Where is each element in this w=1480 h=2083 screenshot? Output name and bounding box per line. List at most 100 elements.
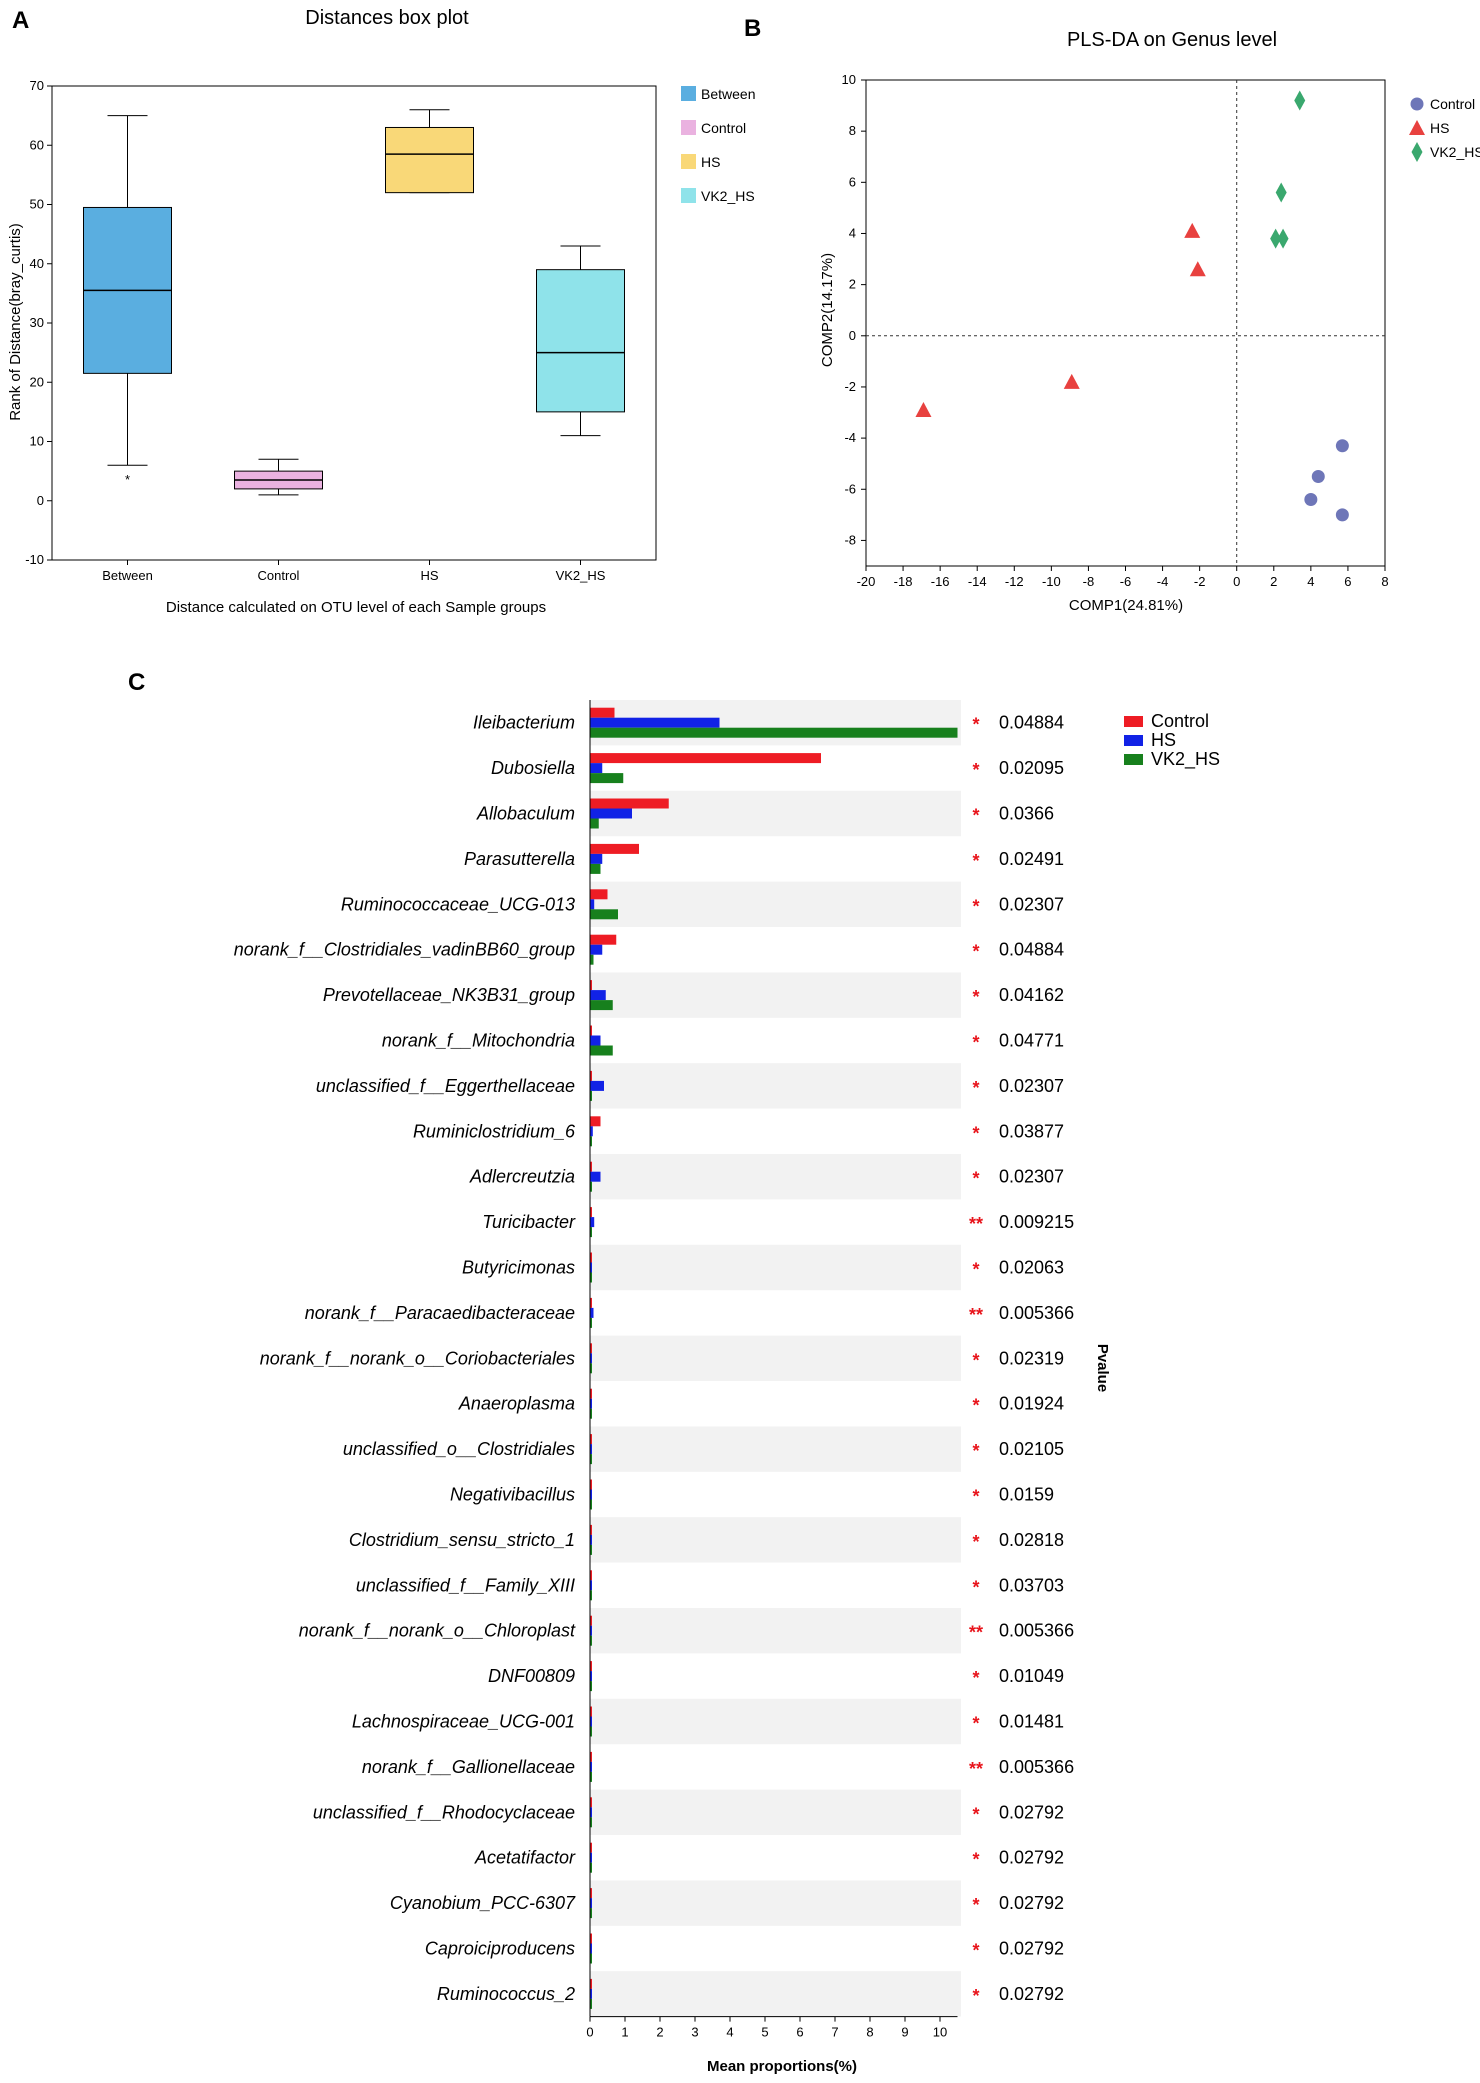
point-Control (1335, 508, 1349, 522)
p-value: 0.02307 (999, 894, 1064, 914)
row-background (590, 1698, 961, 1745)
legend-label-HS: HS (701, 154, 720, 170)
legend-marker-HS (1409, 120, 1425, 135)
x-tick-label: 2 (656, 2025, 663, 2040)
significance-stars: * (972, 1441, 979, 1461)
bar-VK2_HS (590, 1590, 592, 1601)
bar-VK2_HS (590, 1045, 613, 1056)
plsda-axes: -20 -18 -16 -14 -12 -10 -8 -6 -4 -2 0 2 4 6 8-8-6-4-20… (842, 72, 1389, 589)
y-tick-label: -6 (844, 481, 856, 496)
legend-label-VK2_HS: VK2_HS (1430, 144, 1480, 160)
bar-Control (590, 1161, 592, 1172)
row-background (590, 1426, 961, 1472)
bar-VK2_HS (590, 863, 601, 874)
x-tick-label: -10 (1042, 574, 1061, 589)
genus-label: Ruminiclostridium_6 (413, 1121, 576, 1141)
p-value: 0.04162 (999, 985, 1064, 1005)
bar-VK2_HS (590, 1000, 613, 1011)
bar-HS (590, 1489, 592, 1500)
genus-label: norank_f__Gallionellaceae (362, 1757, 575, 1777)
p-value: 0.02095 (999, 758, 1064, 778)
legend-marker-VK2_HS (1411, 142, 1423, 162)
row-background (590, 1789, 961, 1835)
bar-HS (590, 1307, 594, 1318)
significance-stars: * (972, 1577, 979, 1597)
p-value: 0.02063 (999, 1258, 1064, 1278)
genus-label: Prevotellaceae_NK3B31_group (323, 985, 575, 1005)
x-tick-label: 2 (1270, 574, 1277, 589)
bar-Control (590, 1797, 592, 1808)
box-outlier: * (125, 472, 130, 487)
significance-stars: * (972, 1350, 979, 1370)
point-HS (915, 401, 932, 417)
significance-stars: * (972, 1396, 979, 1416)
legend-swatch-Between (681, 86, 696, 101)
bar-Control (590, 1025, 592, 1036)
point-HS (1184, 222, 1201, 238)
bar-VK2_HS (590, 1544, 592, 1555)
genus-label: Ruminococcaceae_UCG-013 (341, 894, 575, 914)
bar-Control (590, 753, 821, 764)
bar-VK2_HS (590, 1726, 592, 1737)
x-tick-label: 4 (1307, 574, 1314, 589)
genus-label: Parasutterella (464, 849, 575, 869)
legend-label-VK2_HS: VK2_HS (701, 188, 755, 204)
bar-VK2_HS (590, 1363, 592, 1374)
p-value: 0.0159 (999, 1485, 1054, 1505)
genus-label: Dubosiella (491, 758, 575, 778)
p-value: 0.02319 (999, 1348, 1064, 1368)
bar-HS (590, 1171, 601, 1182)
bar-Control (590, 1842, 592, 1853)
p-value: 0.02307 (999, 1167, 1064, 1187)
bar-Control (590, 1434, 592, 1445)
x-tick-label: 4 (726, 2025, 733, 2040)
pvalue-label: Pvalue (1094, 1344, 1111, 1392)
plsda-plot: PLS-DA on Genus level -20 -18 -16 -14 -12 -10… (819, 29, 1480, 614)
bar-Control (590, 1388, 592, 1399)
bar-VK2_HS (590, 1908, 592, 1919)
bar-HS (590, 1898, 592, 1909)
p-value: 0.02307 (999, 1076, 1064, 1096)
p-value: 0.02792 (999, 1802, 1064, 1822)
mean-proportion-label: Mean proportions(%) (707, 2058, 857, 2075)
bar-HS (590, 1126, 593, 1137)
genus-label: norank_f__Mitochondria (382, 1031, 575, 1051)
box-plot-y-label: Rank of Distance(bray_curtis) (7, 223, 24, 421)
bar-HS (590, 1262, 592, 1273)
y-tick-label: 70 (30, 78, 44, 93)
bar-VK2_HS (590, 1227, 592, 1238)
significance-stars: * (972, 1850, 979, 1870)
genus-label: Anaeroplasma (458, 1394, 575, 1414)
y-tick-label: 10 (30, 434, 44, 449)
bar-HS (590, 1716, 592, 1727)
plsda-title: PLS-DA on Genus level (1067, 29, 1277, 51)
x-tick-label: 6 (1344, 574, 1351, 589)
legend-swatch-VK2_HS (681, 188, 696, 203)
bar-Control (590, 1116, 601, 1127)
y-tick-label: -8 (844, 532, 856, 547)
genus-label: unclassified_f__Rhodocyclaceae (313, 1802, 575, 1822)
p-value: 0.01924 (999, 1394, 1064, 1414)
p-value: 0.0366 (999, 804, 1054, 824)
significance-stars: * (972, 1986, 979, 2006)
p-value: 0.04884 (999, 940, 1064, 960)
y-tick-label: 8 (849, 123, 856, 138)
bar-Control (590, 1751, 592, 1762)
x-tick-label: Between (102, 568, 153, 583)
legend-label-VK2_HS: VK2_HS (1151, 749, 1220, 770)
significance-stars: * (972, 1487, 979, 1507)
genus-label: norank_f__norank_o__Chloroplast (299, 1621, 576, 1641)
plsda-points (915, 90, 1349, 522)
bar-Control (590, 798, 669, 809)
plsda-x-label: COMP1(24.81%) (1069, 597, 1183, 614)
y-tick-label: -4 (844, 430, 856, 445)
row-background (590, 1154, 961, 1200)
box-plot-boxes: * (83, 109, 625, 496)
bar-VK2_HS (590, 1771, 592, 1782)
legend-label-Control: Control (701, 120, 746, 136)
point-VK2_HS (1270, 228, 1282, 249)
bar-HS (590, 763, 603, 774)
row-background (590, 790, 961, 837)
